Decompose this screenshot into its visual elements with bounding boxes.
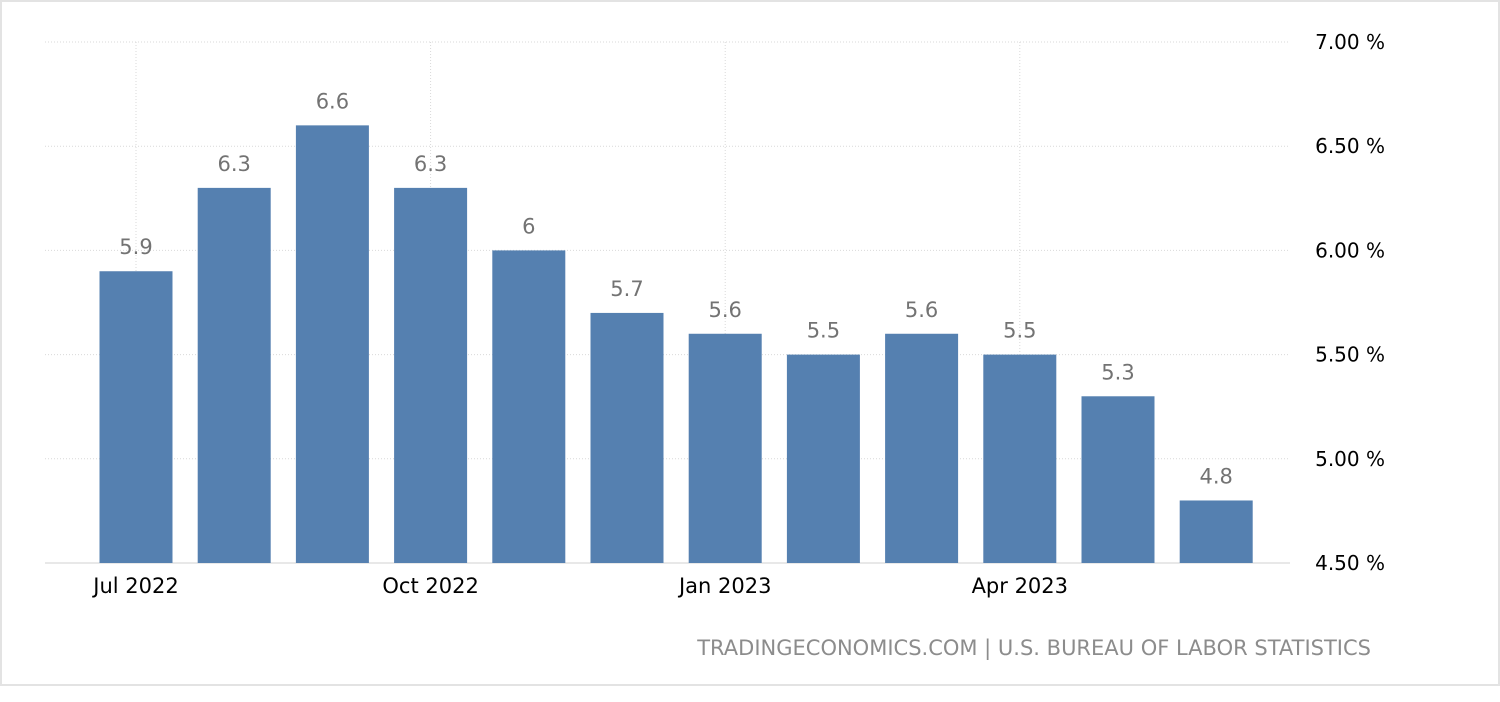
data-label: 5.6 <box>708 298 741 322</box>
chart-border <box>0 0 1500 686</box>
data-label: 6.6 <box>316 89 349 113</box>
bar: Dec 2022: 5.7 <box>590 312 664 563</box>
x-tick-label: Jul 2022 <box>91 574 178 598</box>
bar: Apr 2023: 5.5 <box>983 354 1057 563</box>
bar: Jun 2023: 4.8 <box>1179 500 1253 563</box>
data-label: 5.9 <box>119 235 152 259</box>
x-tick-label: Apr 2023 <box>972 574 1068 598</box>
y-tick-label: 5.00 % <box>1315 447 1385 471</box>
data-label: 5.7 <box>610 277 643 301</box>
x-tick-label: Oct 2022 <box>382 574 478 598</box>
data-label: 6 <box>522 214 535 238</box>
bar: Jul 2022: 5.9 <box>99 271 173 563</box>
bar: May 2023: 5.3 <box>1081 396 1155 563</box>
data-label: 6.3 <box>217 152 250 176</box>
y-tick-label: 6.50 % <box>1315 134 1385 158</box>
data-label-layer: 5.9 6.3 6.6 6.3 6 5.7 5.6 5.5 5.6 5.5 5.3 4.8 <box>119 89 1233 488</box>
data-label: 5.6 <box>905 298 938 322</box>
x-axis: Jul 2022 Oct 2022 Jan 2023 Apr 2023 <box>91 574 1068 598</box>
bar: Nov 2022: 6 <box>492 250 566 563</box>
y-axis: 4.50 % 5.00 % 5.50 % 6.00 % 6.50 % 7.00 % <box>1315 30 1385 575</box>
data-label: 5.5 <box>807 319 840 343</box>
bar: Jan 2023: 5.6 <box>688 333 762 563</box>
y-tick-label: 4.50 % <box>1315 551 1385 575</box>
x-tick-label: Jan 2023 <box>677 574 772 598</box>
y-tick-label: 6.00 % <box>1315 238 1385 262</box>
data-label: 4.8 <box>1199 464 1232 488</box>
bar: Feb 2023: 5.5 <box>786 354 860 563</box>
y-tick-label: 7.00 % <box>1315 30 1385 54</box>
y-tick-label: 5.50 % <box>1315 343 1385 367</box>
bar-layer: Jul 2022: 5.9 Aug 2022: 6.3 Sep 2022: 6.6 O… <box>99 125 1253 564</box>
bar: Oct 2022: 6.3 <box>394 187 468 563</box>
data-label: 5.3 <box>1101 360 1134 384</box>
data-label: 5.5 <box>1003 319 1036 343</box>
bar: Sep 2022: 6.6 <box>295 125 369 564</box>
source-attribution: TRADINGECONOMICS.COM | U.S. BUREAU OF LA… <box>696 636 1371 661</box>
bar: Mar 2023: 5.6 <box>885 333 959 563</box>
bar: Aug 2022: 6.3 <box>197 187 271 563</box>
data-label: 6.3 <box>414 152 447 176</box>
